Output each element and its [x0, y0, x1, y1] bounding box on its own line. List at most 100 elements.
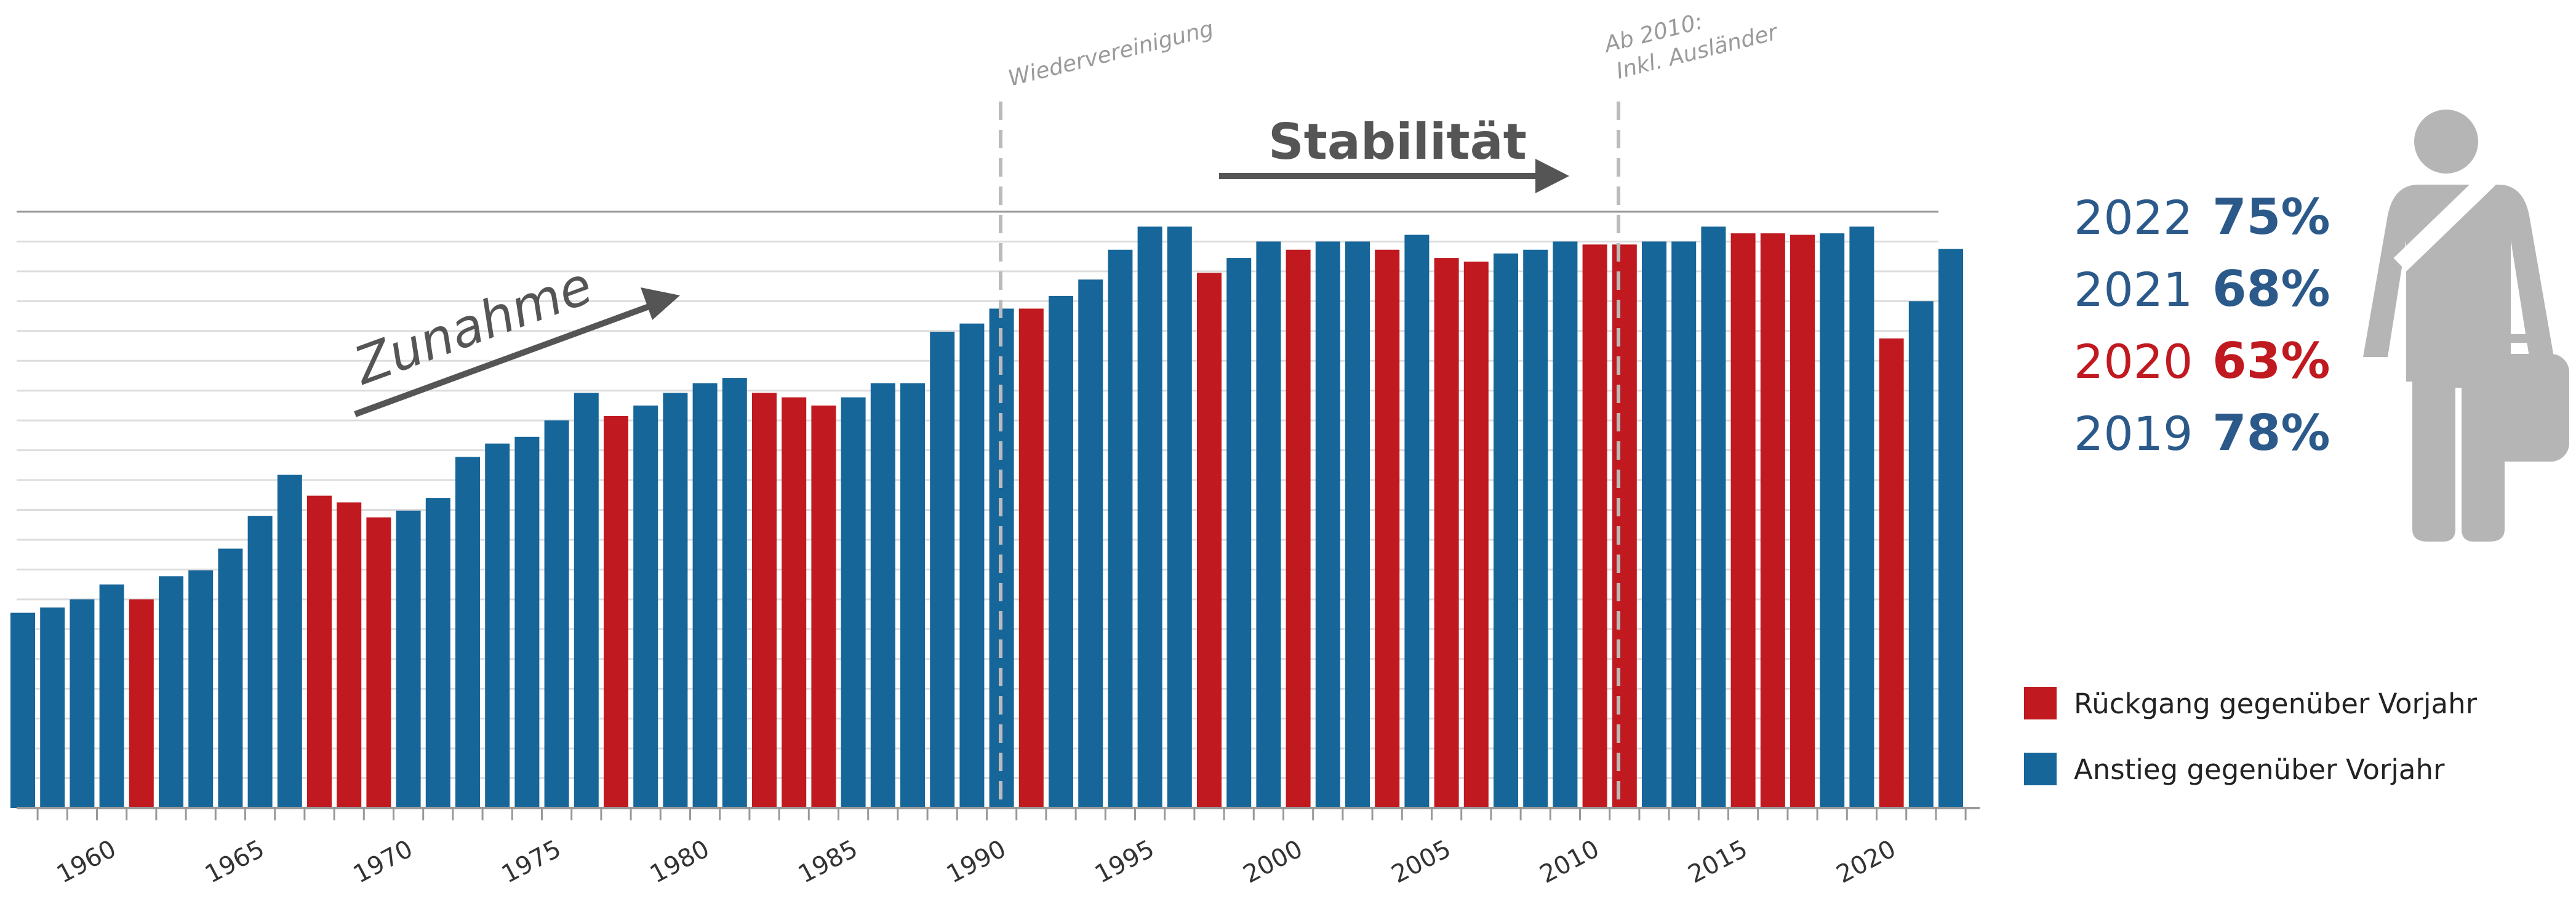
bar	[70, 599, 95, 808]
bar	[485, 443, 510, 808]
bar	[1494, 253, 1518, 809]
bar	[1642, 241, 1666, 808]
bar	[1523, 249, 1548, 808]
bar	[159, 576, 183, 808]
bar	[1760, 233, 1785, 809]
bar	[1078, 279, 1103, 808]
bar	[337, 502, 362, 808]
bar	[1375, 249, 1400, 808]
x-tick-label: 1985	[794, 835, 862, 889]
x-tick-label: 1970	[349, 835, 417, 889]
x-tick-label: 2015	[1684, 835, 1752, 889]
bar	[1345, 241, 1370, 808]
bar	[1197, 273, 1222, 808]
x-tick-label: 2000	[1239, 835, 1307, 889]
bars	[10, 226, 1963, 809]
x-tick-label: 1960	[52, 835, 121, 889]
bar	[1137, 226, 1162, 809]
x-tick-label: 1965	[201, 835, 269, 889]
highlight-share: 75%	[2212, 188, 2330, 246]
bar	[604, 415, 628, 808]
bar	[1463, 262, 1489, 808]
bar	[959, 323, 985, 808]
bar	[1671, 241, 1697, 808]
bar	[633, 405, 658, 808]
highlight-year: 2021	[2074, 262, 2193, 317]
bar	[1404, 234, 1430, 809]
x-tick-label: 1995	[1090, 835, 1159, 889]
bar	[129, 599, 154, 808]
x-tick-label: 1980	[646, 835, 714, 889]
bar	[811, 405, 836, 808]
x-axis: 1960 1965 1970 1975 1980 1985 1990 1995 2000 2005…	[17, 807, 1980, 889]
bar	[1553, 241, 1578, 808]
bar	[188, 570, 214, 808]
arrow	[354, 302, 654, 417]
bar	[1226, 258, 1252, 808]
bar	[722, 378, 747, 808]
arrow-head	[1535, 159, 1569, 193]
bar	[870, 383, 895, 808]
legend: Rückgang gegenüber Vorjahr Anstieg gegenü…	[2024, 687, 2478, 786]
x-tick-label: 1990	[942, 835, 1010, 889]
legend-label: Anstieg gegenüber Vorjahr	[2074, 753, 2445, 786]
bar	[1612, 244, 1637, 808]
highlight-share: 63%	[2212, 332, 2330, 390]
highlight-year: 2022	[2074, 190, 2193, 245]
bar	[455, 457, 480, 808]
annotation: Stabilität	[1268, 113, 1527, 170]
bar	[99, 584, 124, 808]
bar	[1108, 249, 1133, 808]
bar	[692, 383, 718, 808]
legend-label: Rückgang gegenüber Vorjahr	[2074, 687, 2478, 720]
bar	[1701, 226, 1726, 809]
x-tick-label: 2005	[1387, 835, 1455, 889]
highlight-year: 2019	[2074, 406, 2193, 461]
arrow-head	[641, 287, 680, 320]
bar	[574, 393, 599, 808]
bar	[40, 607, 65, 808]
traveler-icon	[2363, 110, 2569, 542]
bar	[1286, 249, 1311, 808]
bar	[10, 612, 35, 808]
bar	[1582, 244, 1607, 808]
bar	[841, 397, 866, 808]
bar	[277, 475, 302, 808]
legend-swatch	[2024, 687, 2057, 719]
bar	[752, 393, 777, 808]
bar	[930, 332, 955, 808]
x-tick-label: 2020	[1832, 835, 1900, 889]
bar	[1938, 249, 1963, 808]
bar	[218, 548, 243, 808]
bar	[1256, 241, 1281, 808]
bar	[247, 516, 273, 808]
highlight-share: 78%	[2212, 404, 2330, 462]
annotation: Zunahme	[345, 255, 599, 396]
highlight-share: 68%	[2212, 260, 2330, 318]
bar	[1167, 226, 1192, 809]
bar	[782, 397, 807, 808]
bar	[1849, 226, 1874, 809]
bar	[663, 393, 688, 808]
highlight-year: 2020	[2074, 334, 2193, 389]
bar	[544, 420, 569, 808]
bar	[1730, 233, 1756, 809]
legend-swatch	[2024, 753, 2057, 785]
bar	[396, 510, 421, 808]
bar	[1049, 295, 1073, 809]
x-tick-label: 1975	[497, 835, 566, 889]
bar	[900, 383, 925, 808]
bar	[1790, 234, 1815, 809]
bar	[514, 436, 540, 808]
bar	[1908, 301, 1934, 809]
bar	[366, 517, 391, 808]
bar	[1820, 233, 1845, 809]
annotation: Wiedervereinigung	[1006, 16, 1216, 92]
highlights: 2022 75% 2021 68% 2020 63% 2019 78%	[2074, 188, 2330, 462]
bar	[1315, 241, 1340, 808]
bar	[1018, 308, 1044, 808]
bar	[1434, 258, 1459, 808]
bar	[425, 498, 450, 808]
bar	[1879, 338, 1904, 808]
